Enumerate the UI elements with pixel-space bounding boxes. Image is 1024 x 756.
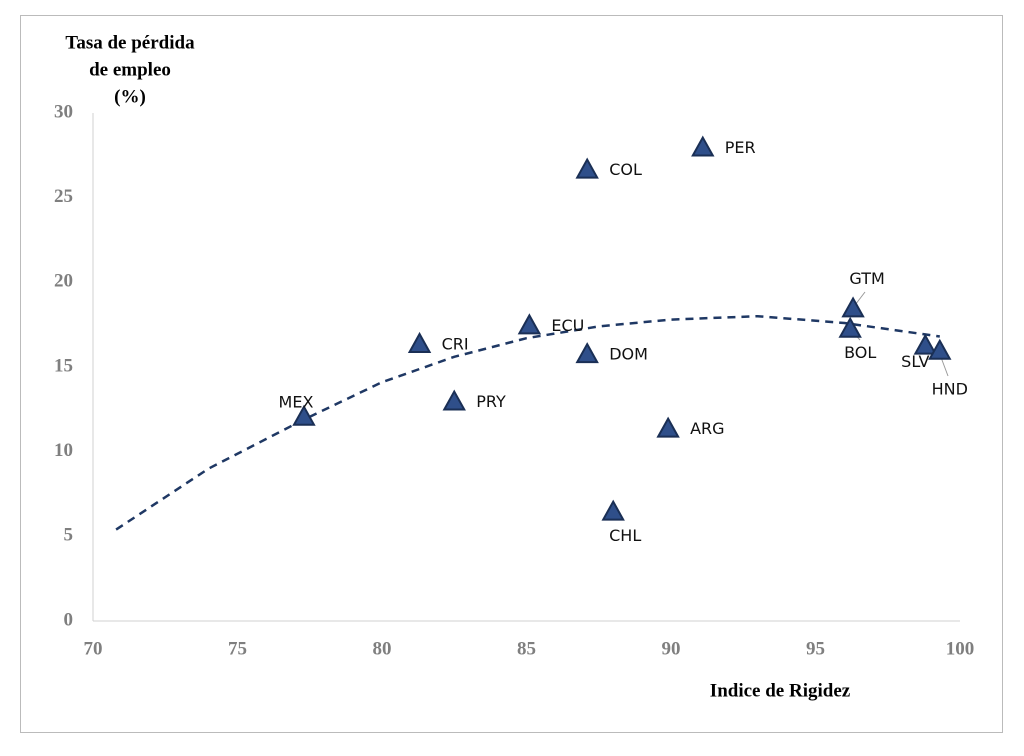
y-axis-title: (%) [114,86,146,107]
x-tick-label: 80 [373,638,392,659]
point [928,338,952,360]
point-label: MEX [279,392,314,411]
x-tick-label: 90 [662,638,681,659]
point [656,416,680,438]
x-tick-label: 100 [946,638,975,659]
point-label: PRY [476,392,506,411]
y-tick-label: 20 [54,271,73,292]
point [575,157,599,179]
point [292,404,316,426]
point [691,135,715,157]
point-label: ECU [551,316,584,335]
point-label: CRI [442,334,469,353]
x-tick-label: 95 [806,638,825,659]
y-tick-label: 10 [54,440,73,461]
point [838,316,862,338]
x-tick-label: 70 [84,638,103,659]
trend-line [115,314,940,531]
point [442,389,466,411]
chart-frame [20,15,1003,733]
point-label: GTM [849,269,884,288]
point [517,313,542,335]
point-label: CHL [609,526,641,545]
point-label: PER [725,138,756,157]
point [575,342,599,364]
y-tick-label: 15 [54,355,73,376]
point [841,296,865,318]
y-axis-title: Tasa de pérdida [65,32,195,53]
point-label: SLV [901,352,929,371]
x-tick-label: 75 [228,638,247,659]
y-tick-label: 25 [54,186,73,207]
point [913,333,938,355]
point-label: BOL [844,343,876,362]
point-label: ARG [690,419,724,438]
y-tick-label: 5 [64,525,74,546]
point-label: COL [609,160,642,179]
y-tick-label: 0 [64,609,74,630]
point [407,331,432,353]
point-label: DOM [609,345,648,364]
point-label: HND [932,379,968,398]
y-axis-title: de empleo [89,59,171,80]
y-tick-label: 30 [54,101,73,122]
x-tick-label: 85 [517,638,536,659]
x-axis-title: Indice de Rigidez [710,680,851,701]
point [601,499,625,521]
